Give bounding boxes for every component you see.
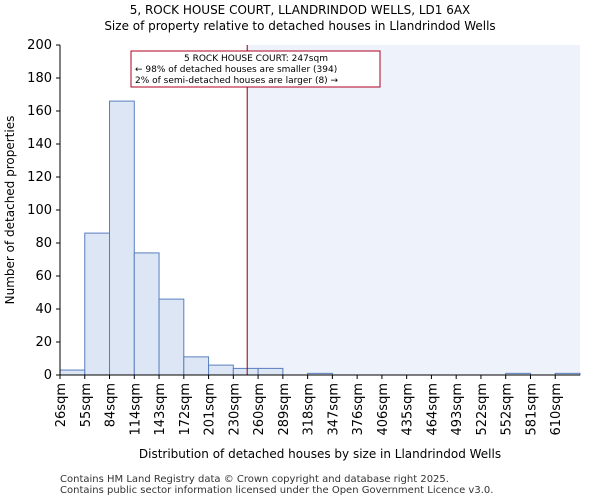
x-tick-label: 406sqm	[376, 383, 391, 436]
y-tick-label: 200	[27, 38, 52, 53]
y-tick-label: 120	[27, 170, 52, 185]
x-tick-label: 376sqm	[351, 383, 366, 436]
bar-230sqm	[232, 367, 259, 376]
x-tick-label: 552sqm	[500, 383, 515, 436]
annotation-line-3: 2% of semi-detached houses are larger (8…	[135, 76, 339, 86]
x-tick-label: 289sqm	[277, 383, 292, 436]
x-tick-label: 581sqm	[524, 383, 539, 436]
larger-properties-shade	[247, 45, 580, 375]
x-tick-label: 84sqm	[104, 383, 119, 427]
annotation-line-1: 5 ROCK HOUSE COURT: 247sqm	[184, 54, 328, 64]
bar-84sqm	[109, 100, 135, 376]
histogram-chart: 0 20 40 60 80 100 120 140 160 180 200 26sqm 55sqm 84…	[3, 38, 581, 461]
x-tick-label: 493sqm	[450, 383, 465, 436]
chart-subtitle: Size of property relative to detached ho…	[104, 19, 496, 33]
x-tick-label: 464sqm	[425, 383, 440, 436]
bar-260sqm	[257, 367, 284, 376]
footer-copyright: Contains HM Land Registry data © Crown c…	[60, 474, 449, 485]
y-tick-label: 80	[35, 236, 52, 251]
bar-114sqm	[133, 252, 160, 376]
x-tick-label: 610sqm	[549, 383, 564, 436]
x-tick-label: 55sqm	[79, 383, 94, 427]
bar-55sqm	[84, 232, 111, 376]
x-tick-label: 114sqm	[128, 383, 143, 436]
y-tick-label: 100	[27, 203, 52, 218]
x-tick-label: 260sqm	[252, 383, 267, 436]
x-tick-label: 347sqm	[326, 383, 341, 436]
annotation-line-2: ← 98% of detached houses are smaller (39…	[135, 65, 337, 75]
y-tick-label: 160	[27, 104, 52, 119]
x-axis-label: Distribution of detached houses by size …	[139, 447, 501, 461]
bar-201sqm	[208, 364, 234, 376]
x-tick-label: 172sqm	[178, 383, 193, 436]
x-tick-label: 201sqm	[203, 383, 218, 436]
y-tick-label: 140	[27, 137, 52, 152]
x-tick-label: 26sqm	[54, 383, 69, 427]
chart-title-address: 5, ROCK HOUSE COURT, LLANDRINDOD WELLS, …	[129, 3, 471, 17]
y-axis-label: Number of detached properties	[3, 116, 17, 305]
bar-26sqm	[59, 369, 86, 376]
x-tick-label: 522sqm	[475, 383, 490, 436]
y-tick-label: 0	[44, 368, 52, 383]
annotation-box	[130, 50, 381, 88]
bar-143sqm	[158, 298, 185, 376]
x-tick-label: 230sqm	[227, 383, 242, 436]
x-tick-label: 143sqm	[153, 383, 168, 436]
x-tick-label: 435sqm	[401, 383, 416, 436]
y-tick-label: 60	[35, 269, 52, 284]
y-tick-label: 180	[27, 71, 52, 86]
bar-172sqm	[183, 356, 210, 376]
x-tick-label: 318sqm	[302, 383, 317, 436]
y-tick-label: 40	[35, 302, 52, 317]
y-tick-label: 20	[35, 335, 52, 350]
footer-licence: Contains public sector information licen…	[60, 485, 494, 496]
